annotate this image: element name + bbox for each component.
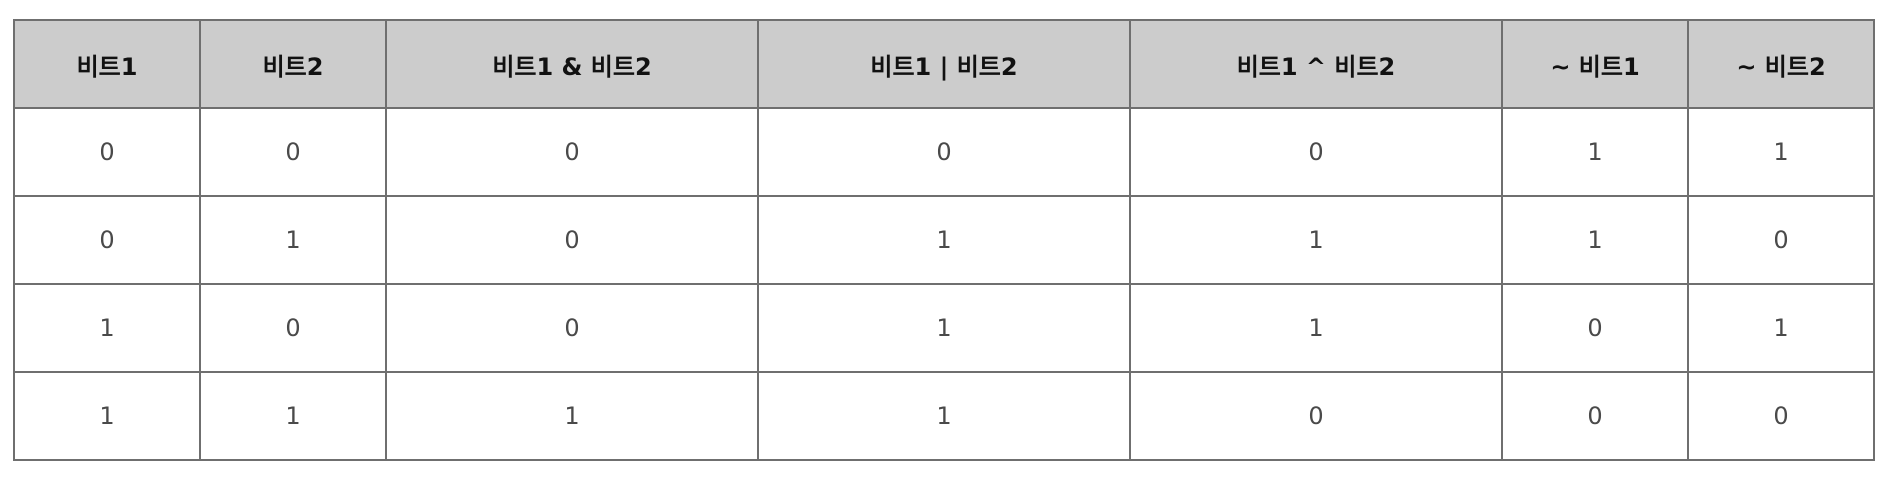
table-cell: 1 (1687, 283, 1875, 373)
table-row: 0 0 0 0 0 1 1 (13, 107, 1875, 197)
header-or: 비트1 | 비트2 (757, 19, 1131, 109)
table-cell: 0 (199, 107, 387, 197)
header-row: 비트1 비트2 비트1 & 비트2 비트1 | 비트2 비트1 ^ 비트2 ~ … (13, 19, 1875, 109)
header-not-bit2: ~ 비트2 (1687, 19, 1875, 109)
table-cell: 0 (13, 107, 201, 197)
table-cell: 0 (757, 107, 1131, 197)
bitwise-truth-table: 비트1 비트2 비트1 & 비트2 비트1 | 비트2 비트1 ^ 비트2 ~ … (13, 19, 1875, 461)
table-cell: 1 (1687, 107, 1875, 197)
header-bit2: 비트2 (199, 19, 387, 109)
table-header: 비트1 비트2 비트1 & 비트2 비트1 | 비트2 비트1 ^ 비트2 ~ … (13, 19, 1875, 109)
table-cell: 1 (13, 371, 201, 461)
header-bit1: 비트1 (13, 19, 201, 109)
table-cell: 1 (1501, 195, 1689, 285)
table-cell: 0 (1501, 283, 1689, 373)
table-cell: 0 (13, 195, 201, 285)
table-cell: 1 (757, 283, 1131, 373)
table-cell: 1 (1129, 283, 1503, 373)
table-cell: 0 (385, 283, 759, 373)
table-cell: 1 (199, 195, 387, 285)
table-cell: 1 (757, 195, 1131, 285)
table-cell: 1 (1501, 107, 1689, 197)
table-cell: 0 (199, 283, 387, 373)
table-cell: 0 (1129, 107, 1503, 197)
table-cell: 0 (1501, 371, 1689, 461)
table-cell: 0 (385, 107, 759, 197)
table-cell: 0 (1129, 371, 1503, 461)
table-cell: 1 (385, 371, 759, 461)
table-body: 0 0 0 0 0 1 1 0 1 0 1 1 1 0 1 0 0 1 1 0 … (13, 107, 1875, 461)
header-xor: 비트1 ^ 비트2 (1129, 19, 1503, 109)
header-not-bit1: ~ 비트1 (1501, 19, 1689, 109)
table-row: 1 1 1 1 0 0 0 (13, 371, 1875, 461)
table-cell: 1 (13, 283, 201, 373)
table-cell: 0 (1687, 195, 1875, 285)
table-cell: 1 (1129, 195, 1503, 285)
table-cell: 0 (385, 195, 759, 285)
table-cell: 1 (757, 371, 1131, 461)
table-cell: 0 (1687, 371, 1875, 461)
header-and: 비트1 & 비트2 (385, 19, 759, 109)
table-cell: 1 (199, 371, 387, 461)
table-row: 1 0 0 1 1 0 1 (13, 283, 1875, 373)
table-row: 0 1 0 1 1 1 0 (13, 195, 1875, 285)
